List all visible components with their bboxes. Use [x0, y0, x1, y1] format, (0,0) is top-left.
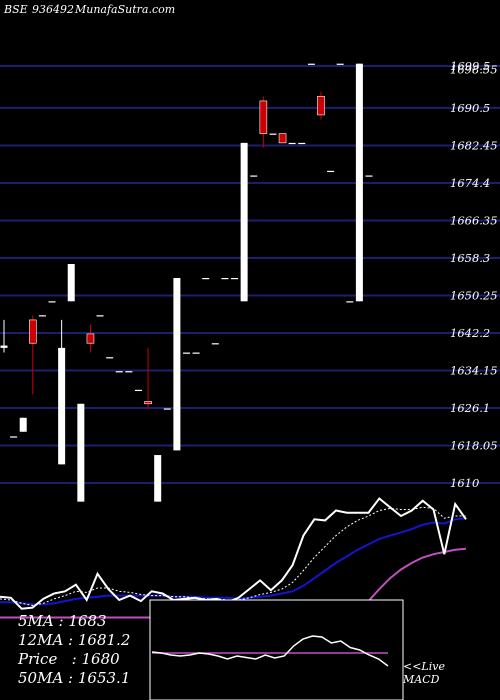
- candle-body: [163, 408, 171, 410]
- candle-body: [298, 142, 306, 145]
- candle-body: [192, 352, 200, 354]
- candle-body: [77, 403, 85, 502]
- y-tick-label: 1642.2: [450, 326, 490, 340]
- candle-body: [269, 133, 277, 135]
- candle-body: [317, 95, 325, 116]
- candle-body: [86, 333, 95, 344]
- stat-50ma: 50MA : 1653.1: [18, 669, 131, 687]
- y-tick-label: 1674.4: [450, 176, 490, 190]
- stats-block: 5MA : 1683 12MA : 1681.2 Price : 1680 50…: [18, 612, 130, 688]
- candle-body: [231, 277, 239, 280]
- candle-body: [259, 100, 268, 134]
- candle-body: [48, 301, 56, 303]
- macd-note-label: MACD: [403, 673, 440, 686]
- macd-box: [149, 599, 404, 700]
- macd-note-live: <<Live: [403, 660, 445, 673]
- stat-price: Price : 1680: [18, 650, 120, 668]
- header-code: 936492: [32, 3, 74, 16]
- candle-body: [173, 277, 181, 451]
- candle-body: [154, 455, 162, 502]
- y-tick-label: 1634.15: [450, 363, 498, 377]
- y-tick-label: 1650.25: [450, 288, 498, 302]
- y-tick-label: 1658.3: [450, 251, 490, 265]
- ma-line-fast: [0, 506, 466, 607]
- header-exchange: BSE: [4, 3, 28, 16]
- candle-body: [336, 63, 344, 65]
- y-tick-label: 1610: [450, 476, 479, 490]
- candle-body: [211, 343, 219, 345]
- macd-note: <<Live MACD: [403, 660, 445, 686]
- y-tick-label: 1698.55: [450, 62, 498, 76]
- candle-body: [29, 319, 37, 344]
- stat-12ma: 12MA : 1681.2: [18, 631, 131, 649]
- candlestick-series: [0, 63, 373, 502]
- stat-5ma-label: 5MA: [18, 612, 54, 630]
- candle-body: [365, 175, 373, 177]
- candle-body: [0, 345, 8, 348]
- candle-body: [327, 170, 335, 173]
- ma-line-price: [0, 497, 467, 610]
- macd-line: [151, 635, 389, 667]
- stat-5ma-value: 1683: [68, 612, 107, 630]
- candle-body: [202, 277, 210, 280]
- candle-body: [134, 389, 142, 392]
- stat-12ma-value: 1681.2: [77, 631, 131, 649]
- stat-12ma-label: 12MA: [18, 631, 64, 649]
- candle-body: [58, 347, 66, 465]
- candle-body: [115, 371, 123, 373]
- candle-body: [240, 142, 248, 302]
- y-tick-label: 1626.1: [450, 401, 490, 415]
- candle-body: [183, 352, 190, 354]
- macd-panel: [149, 599, 404, 700]
- stat-price-value: 1680: [81, 650, 120, 668]
- candle-body: [106, 357, 114, 359]
- candle-body: [278, 133, 287, 144]
- candle-body: [38, 315, 46, 317]
- stat-5ma: 5MA : 1683: [18, 612, 107, 630]
- candle-body: [346, 301, 354, 303]
- y-tick-label: 1618.05: [450, 438, 498, 452]
- header-site: MunafaSutra.com: [75, 3, 176, 16]
- price-gridlines: [0, 65, 500, 484]
- y-tick-label: 1682.45: [450, 138, 498, 152]
- candle-body: [96, 315, 104, 317]
- y-tick-label: 1690.5: [450, 101, 490, 115]
- y-tick-label: 1666.35: [450, 213, 498, 227]
- stat-price-label: Price: [18, 650, 58, 668]
- y-tick-label: 1699.5: [450, 59, 490, 73]
- ma-line-slow: [0, 517, 467, 606]
- candle-body: [125, 371, 133, 373]
- stat-50ma-label: 50MA: [18, 669, 64, 687]
- candle-body: [288, 142, 296, 145]
- candle-body: [67, 264, 75, 302]
- candle-body: [221, 277, 229, 280]
- candle-body: [307, 63, 315, 65]
- candle-body: [250, 175, 258, 177]
- stat-50ma-value: 1653.1: [77, 669, 131, 687]
- candle-body: [144, 401, 152, 405]
- candle-body: [355, 63, 363, 302]
- candle-body: [19, 417, 27, 432]
- candle-body: [10, 436, 18, 438]
